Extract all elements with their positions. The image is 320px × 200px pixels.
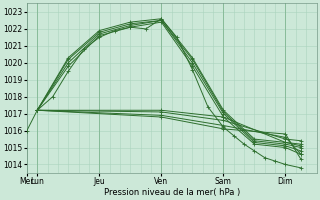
X-axis label: Pression niveau de la mer( hPa ): Pression niveau de la mer( hPa ) [104, 188, 240, 197]
